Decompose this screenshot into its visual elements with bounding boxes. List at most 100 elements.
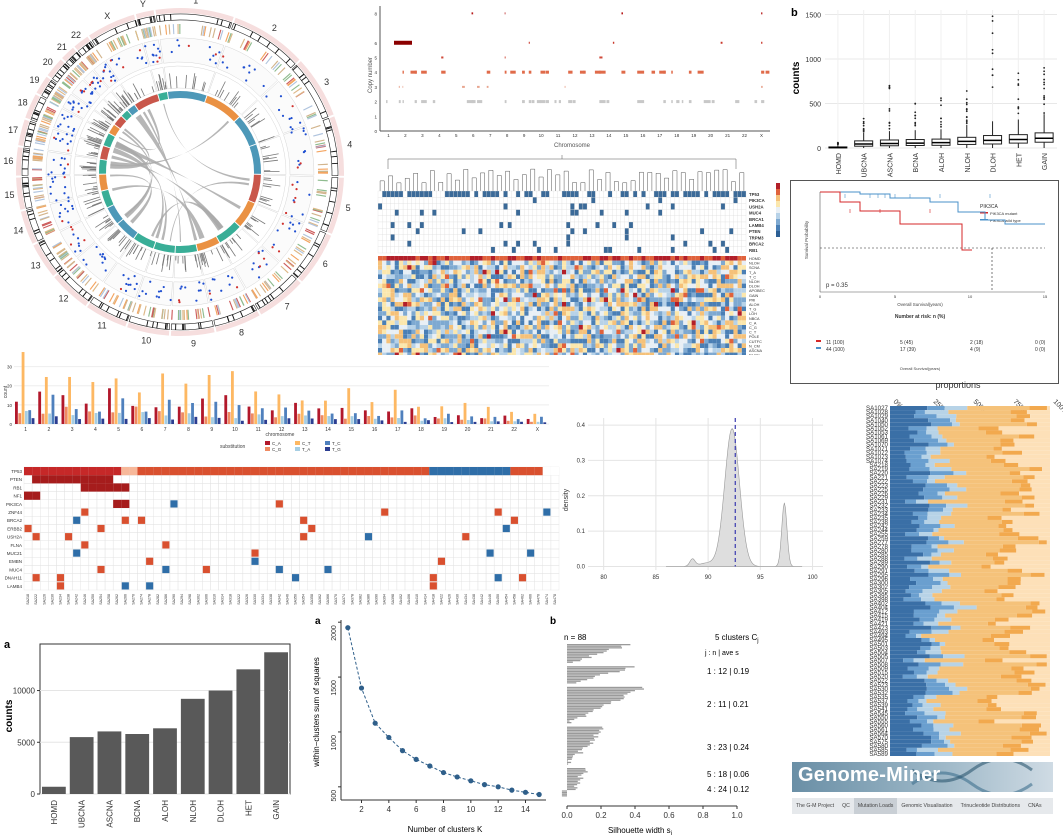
heat-cell — [507, 260, 512, 266]
sub-bar — [363, 410, 367, 424]
heat-cell — [432, 343, 437, 348]
heat-mut-cell — [499, 197, 504, 204]
circos-band — [322, 223, 329, 227]
heat-mut-cell — [632, 234, 638, 241]
heat-cell — [633, 297, 638, 302]
onco-cell — [307, 491, 317, 501]
circos-band — [85, 44, 90, 51]
circos-point — [155, 295, 158, 298]
sub-xtick-label: 13 — [302, 427, 308, 433]
heat-mut-cell — [607, 197, 613, 204]
heat-cell — [390, 302, 395, 307]
heat-cell — [382, 325, 387, 330]
circos-mutation-tick — [151, 307, 155, 318]
circos-chr-label: 14 — [13, 226, 23, 236]
heat-cell — [582, 269, 588, 275]
heat-cell — [528, 302, 533, 307]
heat-cell — [570, 283, 575, 289]
heat-cell — [683, 352, 688, 355]
heat-cell — [511, 265, 516, 270]
sub-bar — [410, 408, 414, 424]
heat-cell — [503, 315, 508, 321]
heat-cell — [687, 269, 692, 275]
heat-mut-cell — [720, 234, 726, 241]
heat-mut-cell — [382, 240, 387, 247]
circos-band — [68, 58, 74, 64]
circos-line-mark — [245, 224, 260, 237]
circos-point — [145, 61, 148, 65]
onco-cell — [453, 483, 462, 492]
circos-line-bg — [208, 72, 258, 115]
heat-cell — [574, 302, 579, 307]
circos-point — [99, 253, 102, 256]
heat-cell — [557, 292, 562, 298]
heat-cell — [695, 260, 700, 266]
heat-cell — [428, 265, 433, 270]
heat-cell — [608, 302, 613, 307]
heat-mut-cell — [586, 215, 592, 223]
heat-cell — [536, 348, 542, 353]
sub-bar — [423, 418, 427, 424]
heat-mut-cell — [428, 228, 433, 235]
circos-mutation-tick — [282, 72, 291, 81]
heat-cell — [424, 269, 429, 275]
heat-cell — [407, 256, 412, 261]
heat-mut-cell — [641, 215, 646, 223]
heat-cell — [628, 329, 634, 335]
heat-cell — [436, 274, 441, 279]
circos-point — [265, 263, 268, 266]
heat-cell — [595, 315, 600, 321]
heat-cell — [432, 325, 437, 330]
heat-dendro-branch — [513, 179, 519, 191]
heat-mut-cell — [428, 221, 433, 229]
heat-cell — [470, 311, 475, 316]
heat-mut-cell — [532, 209, 538, 216]
circos-band — [220, 19, 223, 26]
circos-line-mark — [109, 223, 114, 227]
survival-legend-mutant: PIK3CA mutant — [990, 211, 1018, 216]
heat-cell — [557, 297, 562, 302]
heat-cell — [419, 306, 424, 312]
heat-cell — [628, 256, 634, 261]
heat-cell — [637, 311, 642, 316]
heat-cell — [386, 302, 391, 307]
heat-cell — [549, 265, 554, 270]
heat-mut-cell — [678, 228, 684, 235]
heat-cell — [666, 306, 671, 312]
heat-cell — [436, 320, 441, 325]
heat-cell — [741, 269, 746, 275]
heat-mut-cell — [599, 234, 604, 241]
heat-cell — [532, 265, 537, 270]
heat-cell — [486, 256, 491, 261]
heat-cell — [440, 256, 445, 261]
heat-cell — [398, 306, 404, 312]
heat-mut-cell — [678, 234, 684, 241]
heat-cell — [465, 311, 470, 316]
heat-cell — [428, 315, 433, 321]
cnv-segment — [579, 70, 586, 74]
heat-mut-cell — [394, 197, 400, 204]
heat-cell — [440, 292, 445, 298]
circos-mutation-tick — [161, 308, 164, 319]
heat-cell — [557, 311, 562, 316]
heat-mut-cell — [595, 197, 600, 204]
heat-cell — [649, 338, 654, 344]
heat-cell — [729, 315, 734, 321]
box-outlier — [991, 68, 994, 71]
heat-mut-cell — [402, 240, 408, 247]
heat-cell — [704, 352, 709, 355]
heat-mut-cell — [662, 203, 667, 210]
circos-line-mark — [98, 120, 110, 128]
heat-cell — [449, 292, 454, 298]
circos-link — [110, 120, 230, 167]
heat-cell — [436, 265, 441, 270]
heat-mut-cell — [561, 197, 567, 204]
sub-bar — [157, 411, 161, 424]
heat-cell — [691, 329, 696, 335]
heat-cell — [432, 315, 437, 321]
heat-mut-cell — [503, 203, 508, 210]
heat-cell — [553, 352, 558, 355]
heat-cell — [507, 274, 512, 279]
heat-cell — [654, 338, 659, 344]
heat-cell — [407, 297, 412, 302]
